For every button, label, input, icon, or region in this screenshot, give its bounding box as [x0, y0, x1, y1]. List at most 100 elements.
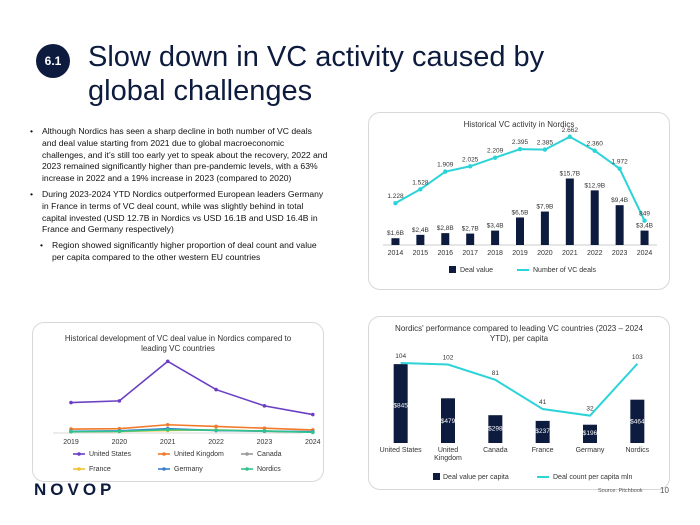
x-tick-label: Nordics [625, 447, 649, 454]
bar-deal-value [491, 230, 500, 245]
x-tick-label: 2023 [612, 250, 628, 257]
line-point [311, 412, 315, 417]
line-point [642, 218, 647, 223]
bar-data-label: $1,6B [387, 230, 404, 237]
bar-deal-value [441, 233, 450, 245]
line-point [165, 422, 170, 427]
line-series [70, 423, 313, 431]
line-point [443, 169, 448, 174]
line-point [567, 134, 573, 139]
legend-swatch-deal-value [449, 266, 456, 273]
line-data-label: 2.025 [462, 156, 479, 163]
line-data-label: 41 [539, 399, 547, 406]
bar-deal-value-per-capita [488, 415, 503, 443]
line-data-label: 1.972 [611, 159, 628, 166]
x-tick-label: 2017 [462, 250, 478, 257]
bar-data-label: $2,7B [462, 226, 479, 233]
bar-deal-value [590, 190, 599, 245]
line-point [214, 428, 218, 432]
line-data-label: 2.662 [562, 127, 579, 134]
bullet-item: During 2023-2024 YTD Nordics outperforme… [28, 189, 328, 236]
legend-marker [162, 452, 166, 456]
line-point [393, 200, 398, 206]
line-point [262, 426, 267, 431]
company-logo: NOVOP [34, 480, 116, 499]
chart-panel-per-capita: Nordics' performance compared to leading… [368, 316, 670, 490]
bar-deal-value [516, 217, 524, 245]
bullet-item: Although Nordics has seen a sharp declin… [28, 126, 328, 185]
bar-data-label: $7,9B [536, 204, 553, 211]
bar-deal-value [615, 205, 624, 245]
chart-title: Historical development of VC deal value … [65, 334, 292, 353]
x-tick-label: 2024 [637, 250, 653, 257]
legend-label: Canada [257, 451, 282, 458]
legend-marker [77, 452, 81, 456]
line-point [467, 164, 473, 169]
legend-label: United Kingdom [174, 451, 224, 458]
legend-label: Germany [174, 466, 203, 473]
line-data-label: 1.909 [437, 162, 454, 169]
x-tick-label: 2014 [388, 250, 404, 257]
line-point [617, 166, 622, 171]
x-tick-label: 2022 [587, 250, 603, 257]
legend-label: United States [89, 451, 132, 458]
x-tick-label: 2023 [257, 439, 273, 446]
line-data-label: 2.395 [512, 139, 529, 146]
source-note: Source: Pitchbook [598, 488, 643, 494]
legend-label: Number of VC deals [533, 267, 597, 274]
line-point [262, 429, 267, 433]
bar-deal-value [391, 238, 400, 245]
line-point [262, 404, 267, 408]
x-tick-label: Germany [576, 447, 605, 454]
bar-data-label: $845 [393, 403, 408, 410]
legend-swatch-deal-value-per-capita [433, 473, 440, 480]
legend-label: Deal value per capita [443, 474, 509, 481]
chart-deal-value-development: Historical development of VC deal value … [53, 334, 321, 473]
chart-panel-vc-activity: Historical VC activity in Nordics $1,6B 20… [368, 112, 670, 290]
line-data-label: 32 [586, 406, 594, 413]
line-point [214, 387, 218, 392]
x-tick-label: 2016 [437, 250, 453, 257]
bar-data-label: $196 [583, 430, 598, 437]
bar-deal-value [640, 230, 649, 245]
bar-data-label: $15,7B [560, 171, 581, 178]
line-point [69, 400, 73, 405]
x-tick-label: France [532, 447, 554, 454]
line-data-label: 103 [632, 354, 643, 361]
line-point [311, 430, 315, 435]
legend-label: France [89, 466, 111, 473]
line-data-label: 104 [395, 353, 406, 360]
bar-data-label: $464 [630, 419, 645, 426]
chart-panel-deal-value-development: Historical development of VC deal value … [32, 322, 324, 482]
bar-deal-value-per-capita [583, 424, 597, 443]
line-data-label: 81 [492, 370, 500, 377]
x-tick-label: Canada [483, 447, 508, 454]
chart-title: Nordics' performance compared to leading… [395, 324, 643, 343]
page-number: 10 [660, 486, 669, 495]
x-tick-label: 2020 [537, 250, 553, 257]
bar-data-label: $3,4B [487, 223, 504, 230]
legend-label: Deal value [460, 267, 493, 274]
x-tick-label: 2019 [63, 439, 79, 446]
bullet-list: Although Nordics has seen a sharp declin… [28, 126, 328, 268]
bar-data-label: $6,5B [512, 209, 529, 216]
bar-deal-value-per-capita [441, 398, 455, 443]
bar-deal-value [565, 178, 574, 245]
bar-deal-value-per-capita [535, 420, 550, 443]
line-data-label: 1.228 [387, 193, 404, 200]
line-data-label: 2.385 [537, 140, 554, 147]
line-data-label: 849 [639, 211, 650, 218]
line-deal-count-per-capita [400, 362, 639, 417]
bar-data-label: $298 [488, 425, 503, 432]
bar-data-label: $237 [535, 428, 550, 435]
bar-deal-value-per-capita [393, 364, 408, 443]
x-tick-label: 2020 [112, 439, 128, 446]
x-tick-label: 2021 [160, 439, 176, 446]
page-title: Slow down in VC activity caused by globa… [88, 41, 545, 107]
bar-deal-value [466, 233, 475, 245]
legend-marker [245, 467, 249, 471]
line-point [69, 429, 73, 434]
bar-data-label: $12,9B [584, 182, 605, 189]
x-tick-label: 2022 [208, 439, 224, 446]
line-point [418, 187, 423, 192]
